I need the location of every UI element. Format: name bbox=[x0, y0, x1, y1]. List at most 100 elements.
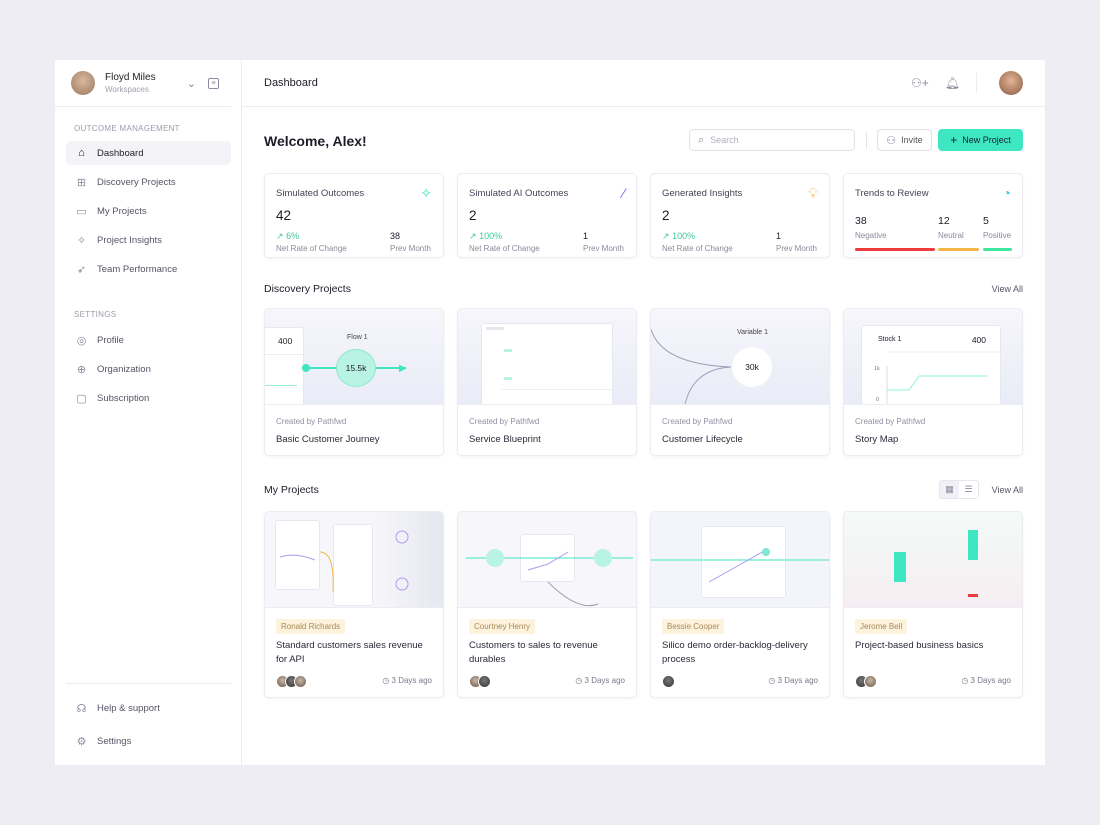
avatar[interactable] bbox=[999, 71, 1023, 95]
neutral-bar bbox=[938, 248, 979, 251]
discovery-card[interactable]: 400 ▶ Flow 1 15.5k Created by Pathfwd Ba… bbox=[264, 308, 444, 456]
card-thumbnail bbox=[651, 512, 829, 608]
arrow-icon: ▶ bbox=[399, 363, 407, 374]
sidebar: Floyd Miles Workspaces ⌄ ≡ OUTCOME MANAGE… bbox=[55, 60, 242, 765]
thumb-axis-bottom: 0 bbox=[876, 397, 880, 403]
clock-icon: ◷ bbox=[961, 676, 969, 685]
view-toggle: ▦ ☰ bbox=[939, 480, 979, 499]
sidebar-item-label: My Projects bbox=[97, 205, 147, 217]
clock-icon: ◷ bbox=[575, 676, 583, 685]
sidebar-item-label: Subscription bbox=[97, 392, 150, 404]
welcome-heading: Welcome, Alex! bbox=[264, 133, 367, 149]
project-card[interactable]: Ronald Richards Standard customers sales… bbox=[264, 511, 444, 698]
stat-change: 100% bbox=[672, 231, 696, 241]
stat-change-label: Net Rate of Change bbox=[662, 244, 733, 253]
collaborator-avatars bbox=[469, 675, 491, 688]
sidebar-item-project-insights[interactable]: ✧ Project Insights bbox=[66, 228, 231, 252]
stat-card-simulated-outcomes[interactable]: Simulated Outcomes 42 ✧ ↗ 6% Net Rate of… bbox=[264, 173, 444, 258]
collaborator-avatars bbox=[855, 675, 877, 688]
sidebar-item-help[interactable]: ☊ Help & support bbox=[66, 696, 231, 720]
sidebar-toggle-icon[interactable]: ≡ bbox=[208, 77, 219, 89]
section-label: SETTINGS bbox=[74, 310, 117, 319]
sidebar-item-organization[interactable]: ⊕ Organization bbox=[66, 357, 231, 381]
card-time: 3 Days ago bbox=[777, 676, 818, 685]
card-title: Standard customers sales revenue for API bbox=[276, 640, 423, 665]
home-icon: ⌂ bbox=[78, 147, 85, 159]
card-time: 3 Days ago bbox=[391, 676, 432, 685]
globe-icon: ⊕ bbox=[76, 363, 87, 376]
stat-prev-label: Prev Month bbox=[776, 244, 817, 253]
add-user-icon[interactable]: ⚇+ bbox=[911, 76, 929, 90]
bell-icon[interactable]: 🔔︎ bbox=[944, 76, 960, 90]
discovery-cards: 400 ▶ Flow 1 15.5k Created by Pathfwd Ba… bbox=[264, 308, 1023, 456]
sidebar-item-label: Discovery Projects bbox=[97, 176, 176, 188]
stat-card-trends[interactable]: Trends to Review ◔ 38 Negative 12 Neutra… bbox=[843, 173, 1023, 258]
sidebar-item-settings[interactable]: ⚙ Settings bbox=[66, 729, 231, 753]
stat-card-simulated-ai-outcomes[interactable]: Simulated AI Outcomes 2 ⁄ ↗ 100% Net Rat… bbox=[457, 173, 637, 258]
workspace-switcher[interactable]: Floyd Miles Workspaces ⌄ ≡ bbox=[55, 60, 231, 107]
search-input[interactable]: ⌕ Search bbox=[689, 129, 855, 151]
thumb-variable-value: 30k bbox=[732, 347, 772, 387]
main-content: Dashboard ⚇+ 🔔︎ Welcome, Alex! ⌕ Search ⚇… bbox=[242, 60, 1045, 765]
neutral-count: 12 bbox=[938, 215, 950, 227]
wallet-icon: ▢ bbox=[76, 392, 87, 405]
sidebar-item-label: Settings bbox=[97, 735, 132, 747]
thumb-variable-label: Variable 1 bbox=[737, 329, 769, 336]
sidebar-item-dashboard[interactable]: ⌂ Dashboard bbox=[66, 141, 231, 165]
card-time: 3 Days ago bbox=[970, 676, 1011, 685]
discovery-view-all-link[interactable]: View All bbox=[991, 284, 1023, 294]
user-avatar bbox=[71, 71, 95, 95]
folder-icon: ▭ bbox=[76, 205, 87, 218]
discovery-card[interactable]: Created by Pathfwd Service Blueprint bbox=[457, 308, 637, 456]
clock-icon: ◷ bbox=[768, 676, 776, 685]
thumb-flow-label: Flow 1 bbox=[347, 334, 368, 341]
project-card[interactable]: Jerome Bell Project-based business basic… bbox=[843, 511, 1023, 698]
thumb-flow-value: 15.5k bbox=[336, 349, 376, 387]
avatar bbox=[294, 675, 307, 688]
sidebar-item-subscription[interactable]: ▢ Subscription bbox=[66, 386, 231, 410]
avatar bbox=[662, 675, 675, 688]
grid-view-icon[interactable]: ▦ bbox=[940, 481, 959, 498]
collaborator-avatars bbox=[662, 675, 675, 688]
my-projects-view-all-link[interactable]: View All bbox=[991, 485, 1023, 495]
thumb-stock-value: 400 bbox=[971, 335, 986, 345]
project-card[interactable]: Courtney Henry Customers to sales to rev… bbox=[457, 511, 637, 698]
stat-change: 100% bbox=[479, 231, 503, 241]
discovery-card[interactable]: Variable 1 30k Created by Pathfwd Custom… bbox=[650, 308, 830, 456]
negative-count: 38 bbox=[855, 215, 867, 227]
discovery-card[interactable]: Stock 1 400 1k 0 Created by Pathfwd Stor… bbox=[843, 308, 1023, 456]
positive-count: 5 bbox=[983, 215, 989, 227]
new-project-button[interactable]: + New Project bbox=[938, 129, 1023, 151]
stat-label: Trends to Review bbox=[855, 188, 929, 199]
sidebar-item-team-performance[interactable]: ➶ Team Performance bbox=[66, 257, 231, 281]
chevron-down-icon[interactable]: ⌄ bbox=[186, 77, 196, 90]
sidebar-item-my-projects[interactable]: ▭ My Projects bbox=[66, 199, 231, 223]
divider bbox=[66, 683, 231, 684]
owner-tag: Bessie Cooper bbox=[662, 619, 725, 634]
stat-value: 2 bbox=[662, 208, 670, 223]
avatar bbox=[478, 675, 491, 688]
negative-bar bbox=[855, 248, 935, 251]
owner-tag: Courtney Henry bbox=[469, 619, 536, 634]
stat-prev-value: 38 bbox=[390, 231, 401, 241]
my-project-cards: Ronald Richards Standard customers sales… bbox=[264, 511, 1023, 698]
add-user-icon: ⚇ bbox=[886, 134, 897, 147]
list-view-icon[interactable]: ☰ bbox=[964, 484, 973, 494]
invite-button[interactable]: ⚇ Invite bbox=[877, 129, 932, 151]
stat-card-generated-insights[interactable]: Generated Insights 2 💡︎ ↗ 100% Net Rate … bbox=[650, 173, 830, 258]
negative-label: Negative bbox=[855, 231, 887, 240]
sidebar-item-profile[interactable]: ◎ Profile bbox=[66, 328, 231, 352]
positive-bar bbox=[983, 248, 1012, 251]
card-thumbnail: Stock 1 400 1k 0 bbox=[844, 309, 1022, 405]
sidebar-item-discovery-projects[interactable]: ⊞ Discovery Projects bbox=[66, 170, 231, 194]
project-card[interactable]: Bessie Cooper Silico demo order-backlog-… bbox=[650, 511, 830, 698]
card-thumbnail: Variable 1 30k bbox=[651, 309, 829, 405]
search-icon: ⌕ bbox=[698, 133, 705, 146]
positive-label: Positive bbox=[983, 231, 1012, 240]
card-title: Silico demo order-backlog-delivery proce… bbox=[662, 640, 808, 665]
card-author: Created by Pathfwd bbox=[469, 417, 540, 426]
arrow-up-right-icon: ↗ bbox=[469, 231, 477, 241]
card-time: 3 Days ago bbox=[584, 676, 625, 685]
my-projects-heading: My Projects bbox=[264, 484, 319, 496]
card-thumbnail bbox=[265, 512, 443, 608]
